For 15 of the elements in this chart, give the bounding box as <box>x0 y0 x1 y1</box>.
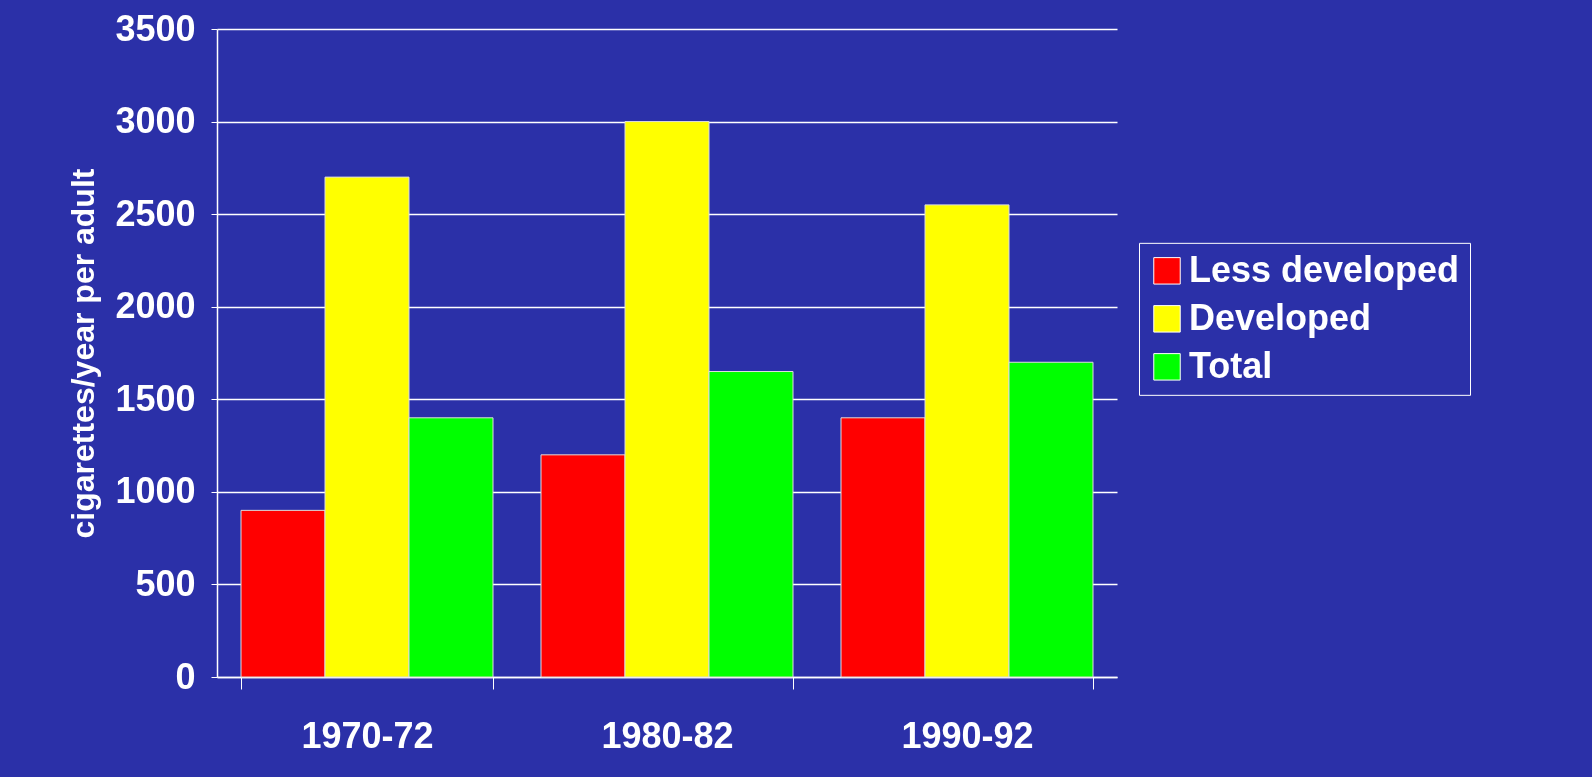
y-tick-label: 1000 <box>115 470 196 512</box>
x-tick-label: 1980-82 <box>601 714 734 756</box>
y-tick-label: 0 <box>175 655 196 697</box>
y-tick-label: 2500 <box>115 192 196 234</box>
y-tick-label: 500 <box>135 562 196 604</box>
y-tick-label: 2000 <box>115 285 196 327</box>
y-tick-label: 3000 <box>115 100 196 142</box>
legend-label: Less developed <box>1189 248 1460 290</box>
legend-label: Developed <box>1189 296 1372 338</box>
legend-label: Total <box>1189 344 1273 386</box>
y-tick-label: 3500 <box>115 7 196 49</box>
y-tick-label: 1500 <box>115 377 196 419</box>
y-axis-title: cigarettes/year per adult <box>65 168 102 539</box>
x-tick-label: 1990-92 <box>901 714 1034 756</box>
x-tick-label: 1970-72 <box>301 714 434 756</box>
